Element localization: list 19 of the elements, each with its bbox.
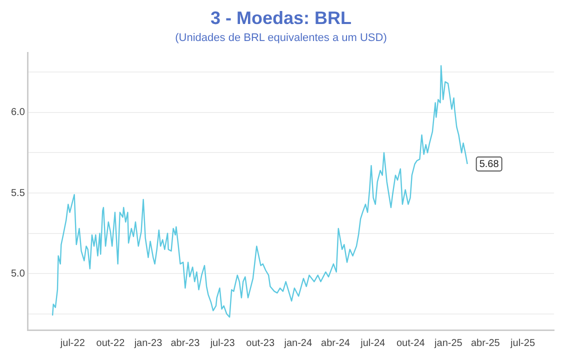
x-tick-label: out-23 <box>246 338 275 349</box>
annotation: 5.68 <box>479 158 500 170</box>
x-tick-label: jan-24 <box>283 338 312 349</box>
x-tick-label: jul-25 <box>510 338 536 349</box>
x-tick-label: out-24 <box>396 338 426 349</box>
x-tick-label: abr-24 <box>321 338 350 349</box>
x-tick-label: abr-23 <box>170 338 200 349</box>
y-tick-label: 6.0 <box>10 107 26 118</box>
x-tick-label: jan-25 <box>434 338 463 349</box>
chart-subtitle: (Unidades de BRL equivalentes a um USD) <box>175 32 387 44</box>
x-tick-label: out-22 <box>96 338 126 349</box>
x-tick-label: abr-25 <box>470 338 500 349</box>
x-tick-label: jan-23 <box>133 338 163 349</box>
x-tick-label: jul-22 <box>59 338 86 349</box>
y-tick-label: 5.5 <box>10 188 26 199</box>
y-tick-label: 5.0 <box>10 268 26 280</box>
x-tick-label: jul-23 <box>209 338 236 349</box>
chart-title: 3 - Moedas: BRL <box>210 8 352 28</box>
x-tick-label: jul-24 <box>360 338 386 349</box>
